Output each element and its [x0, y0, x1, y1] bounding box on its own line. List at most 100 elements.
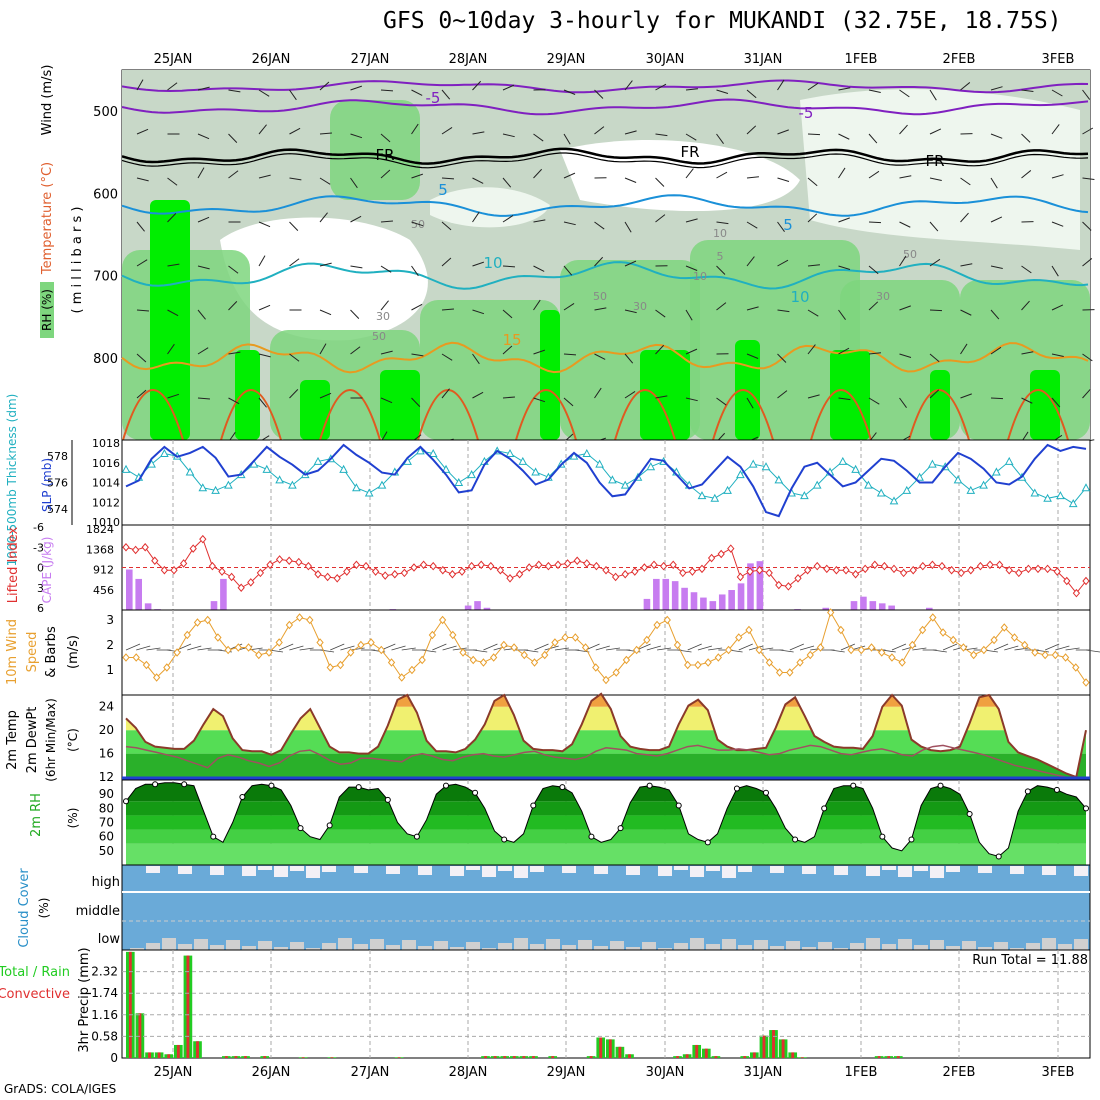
wind10-barb — [657, 647, 672, 651]
wind-barb — [716, 133, 724, 145]
cape-bar — [474, 601, 481, 610]
cape-tick: 1368 — [86, 543, 114, 556]
wind10-speed-line-marker — [479, 658, 488, 667]
low-cloud-bar — [882, 944, 896, 950]
contour-label: 30 — [633, 300, 647, 313]
low-cloud-bar — [210, 945, 224, 950]
wind-barb — [1051, 221, 1064, 227]
wind-barb — [746, 176, 759, 179]
low-cloud-bar — [290, 942, 304, 950]
precip-convective-bar — [512, 1056, 516, 1058]
rh-dry-pocket — [220, 217, 428, 341]
wind-barb — [990, 265, 1003, 269]
wind-barb — [655, 177, 665, 187]
lifted-index-line-marker — [832, 565, 841, 575]
wind-barb — [441, 308, 454, 311]
lifted-index-line-marker — [352, 560, 361, 570]
high-cloud-bar — [626, 866, 640, 875]
rh2m-marker — [646, 782, 653, 789]
wind10-speed-line-marker — [765, 658, 774, 667]
lifted-index-line-marker — [986, 560, 994, 570]
high-cloud-bar — [802, 866, 816, 874]
low-cloud-bar — [722, 939, 736, 950]
high-cloud-bar — [658, 866, 672, 876]
lifted-index-line-marker — [381, 571, 389, 580]
wind-barb — [960, 309, 972, 316]
wind10-barb — [789, 643, 804, 651]
wind-barb — [624, 221, 632, 233]
wind-barb — [746, 256, 755, 267]
day-label-bottom: 1FEB — [845, 1065, 878, 1080]
wind10-speed-line-marker — [449, 630, 457, 640]
precip-tick: 0 — [110, 1051, 118, 1065]
lifted-index-line-marker — [640, 563, 649, 572]
thickness-line-marker — [774, 475, 784, 484]
wind-barb — [868, 265, 879, 275]
precip-convective-bar — [618, 1046, 622, 1058]
wind10-speed-line-marker — [265, 648, 273, 657]
rh-legend-swatch — [40, 282, 54, 338]
lifted-index-line-marker — [487, 561, 495, 571]
wind-barb — [197, 397, 210, 400]
thickness-line-marker — [1004, 456, 1014, 465]
wind-barb — [197, 86, 210, 91]
wind-barb — [289, 177, 302, 181]
wind-barb — [472, 131, 485, 135]
cloud-level-low: low — [98, 932, 121, 947]
wind10-barb — [779, 649, 794, 653]
low-cloud-bar — [914, 945, 928, 950]
lifted-index-line-marker — [535, 560, 543, 570]
wind-barb — [563, 353, 577, 356]
wind-barb — [411, 303, 423, 311]
lifted-index-line-marker — [871, 560, 879, 570]
cape-bar — [737, 583, 745, 610]
wind10-speed-line-marker — [888, 653, 896, 662]
wind-barb — [289, 89, 297, 101]
rh-axis-label: RH (%) — [40, 289, 54, 331]
thickness-line-marker — [313, 456, 323, 465]
cape-bar — [850, 601, 858, 610]
wind-barb — [197, 265, 210, 270]
rh2m-marker — [675, 802, 682, 809]
high-cloud-bar — [354, 866, 368, 873]
wind-barb — [624, 80, 633, 91]
lifted-index-line-marker — [1043, 564, 1052, 574]
lifted-index-line-marker — [419, 560, 428, 570]
high-cloud-bar — [882, 866, 896, 870]
contour-label: 10 — [693, 270, 707, 283]
low-cloud-bar — [1042, 938, 1056, 950]
wind10-speed-line-marker — [377, 645, 385, 655]
rh2m-marker — [443, 782, 449, 789]
wind-barb — [502, 215, 514, 223]
wind-barb — [929, 221, 939, 232]
rh2m-marker — [588, 833, 595, 840]
wind-barb — [533, 133, 544, 142]
slp-tick: 1014 — [92, 477, 120, 490]
wind-barb — [380, 265, 392, 273]
wind-barb — [441, 388, 450, 399]
lifted-index-line-marker — [477, 560, 485, 570]
precip-convective-bar — [608, 1039, 612, 1058]
wind-barb — [136, 79, 144, 91]
wind-barb — [1021, 89, 1034, 92]
wind-barb — [594, 89, 604, 99]
wind-barb — [685, 348, 698, 355]
temp-contour-15 — [121, 341, 1089, 374]
rh-moist-zone — [330, 100, 420, 200]
low-cloud-bar — [962, 941, 976, 950]
temp-band — [126, 753, 1086, 778]
precip-convective-bar — [234, 1056, 238, 1058]
wind10-speed-line-marker — [735, 633, 743, 642]
contour-label: FR — [375, 146, 394, 164]
dewpoint-line — [125, 744, 1086, 779]
high-cloud-bar — [306, 866, 320, 878]
lifted-index-line-marker — [506, 574, 514, 583]
thickness-line-marker — [1043, 493, 1052, 502]
wind-barb — [594, 256, 604, 267]
rh-moist-zone — [690, 240, 860, 440]
wind-barb — [350, 85, 363, 91]
wind10-speed-line-marker — [367, 638, 375, 647]
rh2m-marker — [472, 789, 479, 796]
wind10-units-label: (m/s) — [66, 635, 81, 669]
lifted-index-line-marker — [688, 567, 697, 576]
